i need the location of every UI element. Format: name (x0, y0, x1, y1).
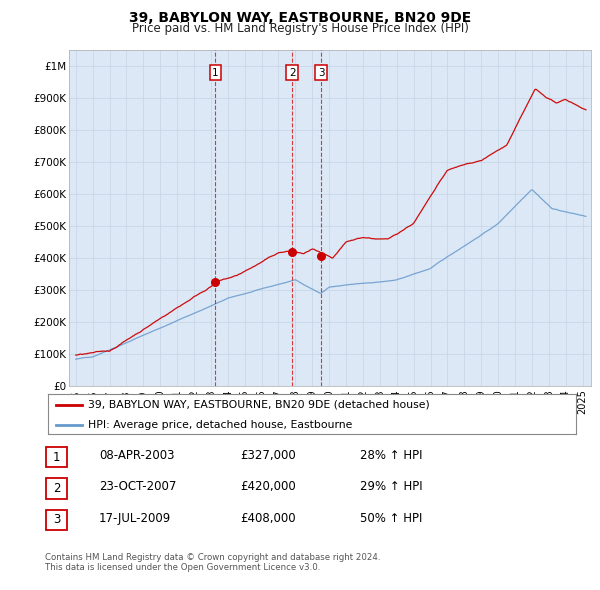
Text: HPI: Average price, detached house, Eastbourne: HPI: Average price, detached house, East… (88, 420, 352, 430)
Text: 39, BABYLON WAY, EASTBOURNE, BN20 9DE: 39, BABYLON WAY, EASTBOURNE, BN20 9DE (129, 11, 471, 25)
Text: 3: 3 (53, 513, 60, 526)
Text: £420,000: £420,000 (240, 480, 296, 493)
Text: Contains HM Land Registry data © Crown copyright and database right 2024.: Contains HM Land Registry data © Crown c… (45, 553, 380, 562)
Text: 23-OCT-2007: 23-OCT-2007 (99, 480, 176, 493)
FancyBboxPatch shape (46, 447, 67, 467)
Text: 17-JUL-2009: 17-JUL-2009 (99, 512, 171, 525)
Text: 2: 2 (53, 482, 60, 495)
Text: £327,000: £327,000 (240, 449, 296, 462)
Text: This data is licensed under the Open Government Licence v3.0.: This data is licensed under the Open Gov… (45, 563, 320, 572)
Text: 1: 1 (212, 68, 219, 77)
Text: 08-APR-2003: 08-APR-2003 (99, 449, 175, 462)
Text: 2: 2 (289, 68, 295, 77)
Text: 39, BABYLON WAY, EASTBOURNE, BN20 9DE (detached house): 39, BABYLON WAY, EASTBOURNE, BN20 9DE (d… (88, 400, 430, 410)
FancyBboxPatch shape (46, 478, 67, 499)
Text: 3: 3 (318, 68, 325, 77)
Text: 29% ↑ HPI: 29% ↑ HPI (360, 480, 422, 493)
Text: 50% ↑ HPI: 50% ↑ HPI (360, 512, 422, 525)
Text: 1: 1 (53, 451, 60, 464)
Text: £408,000: £408,000 (240, 512, 296, 525)
Text: Price paid vs. HM Land Registry's House Price Index (HPI): Price paid vs. HM Land Registry's House … (131, 22, 469, 35)
Text: 28% ↑ HPI: 28% ↑ HPI (360, 449, 422, 462)
FancyBboxPatch shape (46, 510, 67, 530)
